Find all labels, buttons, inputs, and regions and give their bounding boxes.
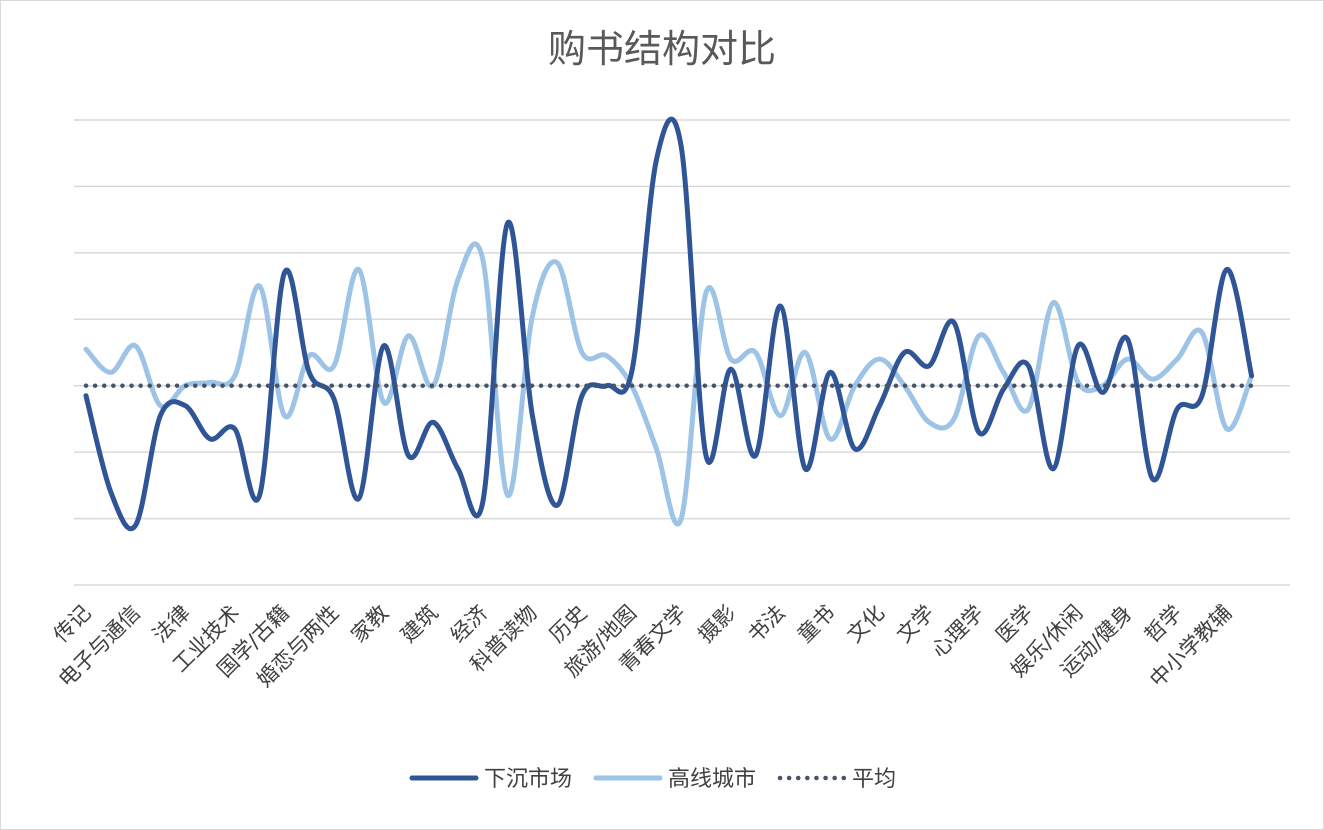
x-tick-label: 家教 xyxy=(346,601,393,648)
legend: 下沉市场 高线城市 平均 xyxy=(409,767,896,792)
series-layer xyxy=(83,116,1255,531)
series-line-lower-tier xyxy=(83,116,1255,531)
x-tick-label: 文化 xyxy=(842,601,889,648)
legend-label: 下沉市场 xyxy=(484,767,572,792)
x-tick-label: 摄影 xyxy=(694,601,741,648)
legend-label: 高线城市 xyxy=(668,767,756,792)
chart-title: 购书结构对比 xyxy=(548,27,776,71)
x-tick-label: 建筑 xyxy=(396,601,443,648)
series-line-high-tier xyxy=(83,241,1255,527)
x-tick-label: 童书 xyxy=(793,601,840,648)
x-tick-label: 书法 xyxy=(743,601,790,648)
legend-label: 平均 xyxy=(852,767,896,792)
x-tick-label: 心理学 xyxy=(927,601,989,663)
